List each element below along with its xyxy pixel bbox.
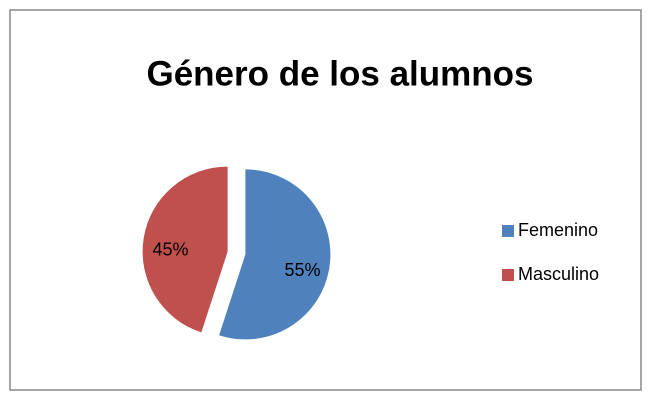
chart-frame [9, 9, 642, 391]
data-label: 55% [284, 260, 320, 280]
legend-label: Femenino [518, 220, 598, 240]
legend-swatch [502, 225, 514, 237]
data-label: 45% [153, 239, 189, 259]
chart-title: Género de los alumnos [146, 54, 533, 93]
legend-swatch [502, 269, 514, 281]
pie-slice [142, 166, 228, 333]
legend-label: Masculino [518, 264, 599, 284]
pie-slice [219, 169, 331, 340]
